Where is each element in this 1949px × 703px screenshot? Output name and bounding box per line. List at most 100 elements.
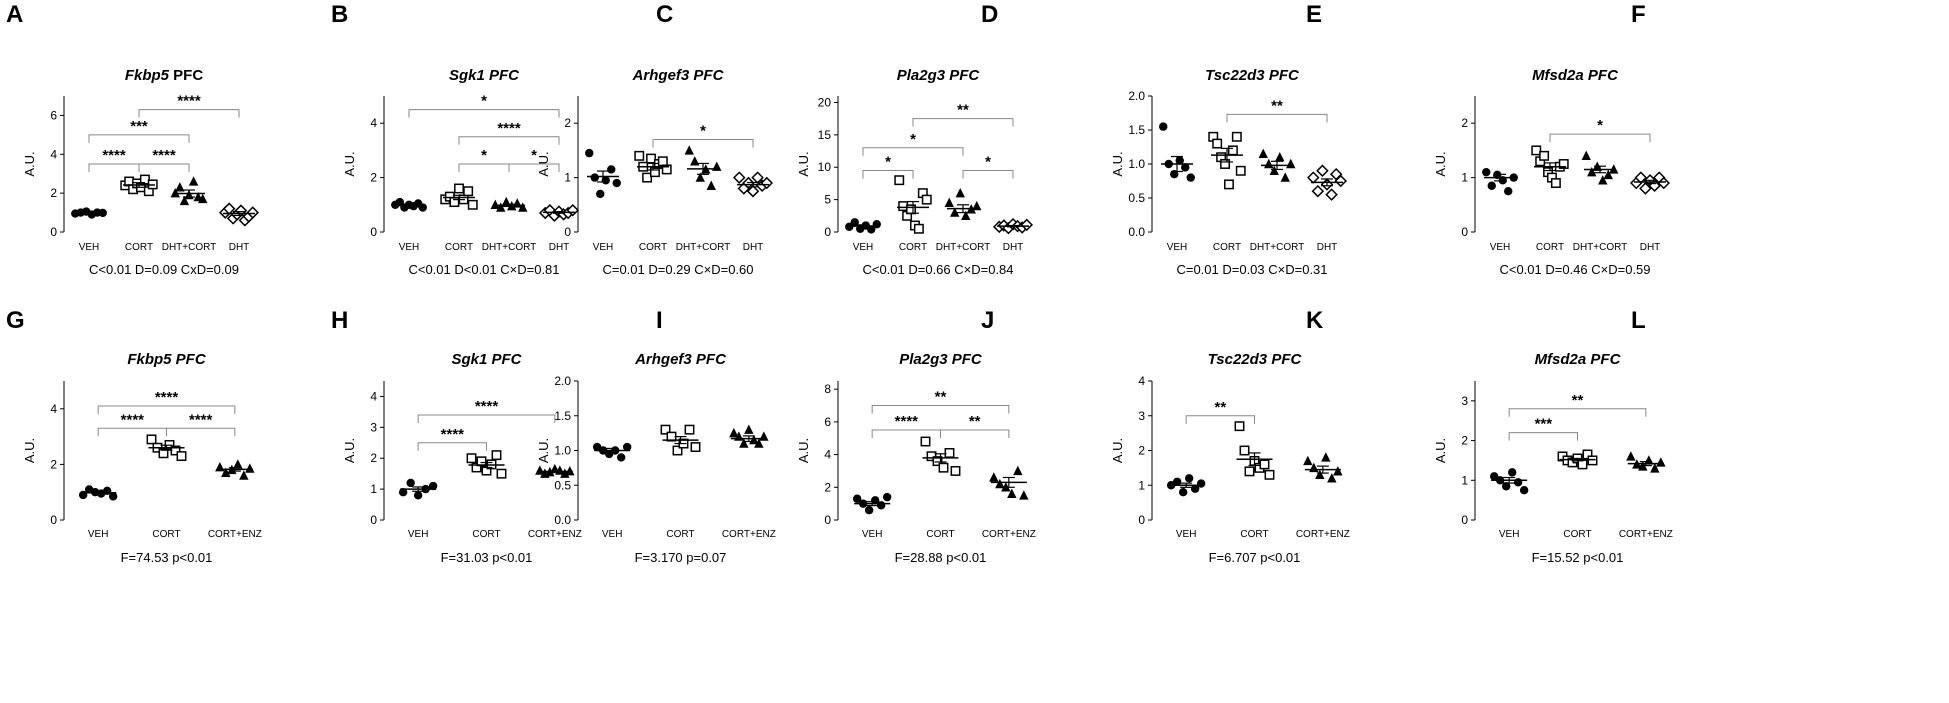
panel-label: J (981, 307, 994, 334)
data-point (684, 145, 694, 155)
y-tick-label: 1 (370, 482, 377, 496)
x-category-label: DHT (743, 242, 764, 253)
data-point (754, 438, 764, 448)
stat-text: F=28.88 p<0.01 (895, 550, 987, 565)
stat-text: F=6.707 p<0.01 (1209, 550, 1301, 565)
data-point (1558, 159, 1569, 169)
x-category-label: CORT+ENZ (1619, 529, 1673, 540)
panel-title: Pla2g3 PFC (899, 351, 983, 368)
data-point (565, 465, 575, 476)
data-point (1311, 184, 1325, 198)
data-point (198, 193, 208, 204)
data-point (760, 176, 774, 190)
y-tick-label: 1 (564, 171, 571, 185)
data-point (1582, 449, 1593, 460)
x-category-label: VEH (602, 529, 623, 540)
significance-bracket (458, 163, 510, 172)
significance-bracket (458, 136, 560, 145)
data-point (732, 171, 746, 184)
panel-title: Mfsd2a PFC (1532, 67, 1619, 84)
x-category-label: DHT+CORT (936, 242, 991, 253)
data-point (1303, 455, 1313, 466)
significance-label: * (700, 123, 706, 140)
x-category-label: DHT+CORT (676, 242, 731, 253)
significance-label: * (531, 147, 537, 164)
significance-label: ** (1214, 399, 1226, 416)
data-point (176, 451, 187, 462)
data-point (1258, 148, 1268, 158)
data-point (1019, 490, 1029, 500)
data-point (1306, 171, 1320, 184)
data-point (496, 468, 507, 479)
significance-label: * (910, 131, 916, 148)
x-category-label: DHT+CORT (162, 242, 217, 253)
panel-f: F Mfsd2a PFC 0 1 2 A.U. VEH CORT DHT+CORT DHT * C<0… (1433, 1, 1671, 277)
data-point (695, 172, 705, 182)
y-tick-label: 0 (50, 225, 57, 239)
data-point (729, 427, 739, 438)
data-point (1519, 486, 1529, 495)
significance-bracket (652, 139, 754, 148)
panel-label: F (1631, 1, 1646, 28)
y-tick-label: 2 (1461, 116, 1468, 130)
significance-bracket (1508, 408, 1647, 417)
data-point (1639, 182, 1652, 195)
x-category-label: CORT (125, 242, 153, 253)
data-point (1234, 421, 1245, 432)
y-tick-label: 1.5 (1128, 123, 1145, 137)
y-tick-label: 3 (1461, 394, 1468, 408)
x-category-label: VEH (593, 242, 614, 253)
y-tick-label: 0 (1138, 513, 1145, 527)
data-point (466, 453, 477, 464)
data-point (961, 210, 971, 221)
significance-bracket (862, 147, 964, 156)
y-tick-label: 0 (1461, 225, 1468, 239)
data-point (1539, 150, 1550, 161)
stat-text: C<0.01 D=0.46 C×D=0.59 (1499, 262, 1650, 277)
x-category-label: CORT (472, 529, 500, 540)
significance-label: **** (475, 398, 499, 415)
data-point (672, 445, 683, 456)
stat-text: F=15.52 p<0.01 (1532, 550, 1624, 565)
data-point (1239, 445, 1250, 456)
x-category-label: DHT (1003, 242, 1024, 253)
data-point (1327, 473, 1337, 483)
data-point (932, 456, 943, 467)
significance-label: ** (1271, 97, 1283, 114)
data-point (616, 453, 626, 462)
significance-bracket (97, 405, 236, 415)
data-point (944, 197, 954, 208)
data-point (1178, 488, 1188, 497)
y-tick-label: 2 (564, 116, 571, 130)
y-tick-label: 1 (1461, 473, 1468, 487)
x-category-label: CORT+ENZ (722, 529, 776, 540)
data-point (612, 178, 621, 188)
stat-text: C<0.01 D<0.01 C×D=0.81 (408, 262, 559, 277)
y-axis-label: A.U. (796, 151, 811, 176)
significance-label: *** (130, 118, 148, 135)
x-category-label: VEH (1490, 242, 1511, 253)
data-point (944, 448, 955, 458)
y-tick-label: 0 (370, 513, 377, 527)
significance-bracket (1226, 113, 1328, 123)
y-tick-label: 15 (818, 128, 832, 142)
data-point (955, 187, 965, 198)
y-axis-label: A.U. (536, 151, 551, 176)
data-point (406, 478, 415, 488)
data-point (535, 465, 545, 475)
data-point (1598, 175, 1608, 185)
significance-label: **** (155, 389, 179, 406)
data-point (560, 468, 570, 478)
significance-label: ** (969, 413, 981, 430)
significance-label: **** (497, 120, 521, 137)
panel-title-italic: Pla2g3 PFC (897, 67, 981, 84)
data-point (585, 148, 594, 158)
y-axis-label: A.U. (1433, 151, 1448, 176)
panel-e: E Tsc22d3 PFC 0.0 0.5 1.0 1.5 2.0 A.U. VEH CORT DH… (1110, 1, 1348, 277)
y-tick-label: 1 (1461, 171, 1468, 185)
panel-label: I (656, 307, 663, 334)
significance-label: **** (189, 411, 213, 428)
data-point (746, 184, 760, 198)
